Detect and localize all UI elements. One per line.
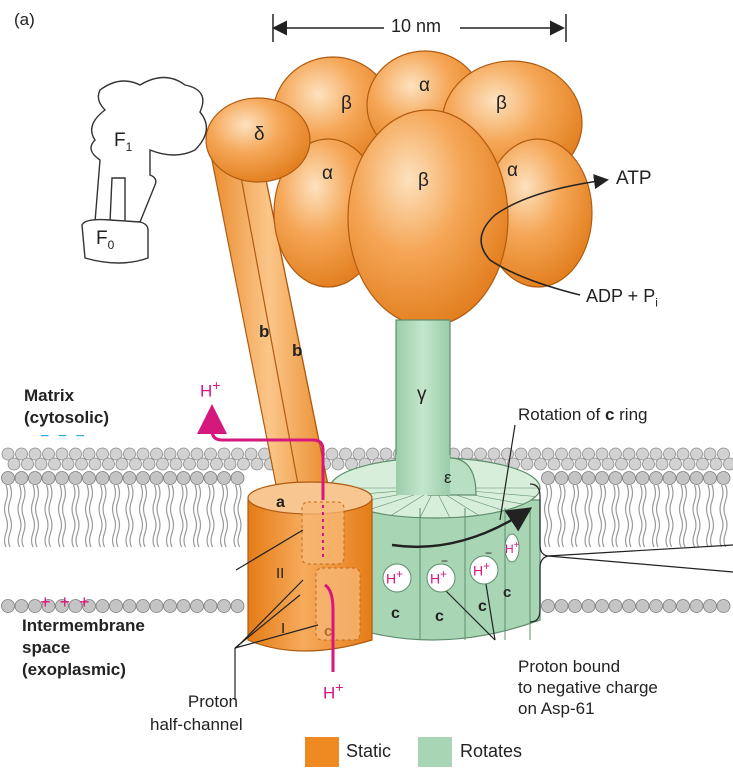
- alpha-label-back: α: [419, 75, 430, 96]
- c-label-4: c: [503, 584, 512, 601]
- b-label-2: b: [292, 341, 303, 360]
- legend-swatch-rotates: [418, 737, 452, 767]
- matrix-charge: − − −: [40, 428, 87, 445]
- c-label-1: c: [391, 605, 400, 622]
- f1-head: [205, 50, 593, 327]
- beta-label-front: β: [418, 170, 429, 191]
- alpha-label-right: α: [507, 160, 518, 181]
- ims-charge: + + +: [40, 592, 92, 612]
- panel-label: (a): [14, 10, 35, 29]
- proton-exit-label: H+: [200, 378, 221, 401]
- atp-synthesis-arrow: [480, 174, 609, 296]
- adp-label: ADP + Pi: [586, 286, 658, 310]
- delta-subunit: [205, 97, 311, 183]
- rotation-label: Rotation of c ring: [518, 405, 648, 424]
- delta-label: δ: [254, 124, 265, 145]
- a-label: a: [276, 494, 285, 511]
- beta-subunit-front: [347, 109, 509, 327]
- proton-in-c-1: H+: [386, 568, 403, 587]
- inset-f1-label: F1: [114, 130, 133, 154]
- b-label-1: b: [259, 322, 270, 341]
- proton-pathway: [197, 404, 335, 672]
- channel-one-label: I: [281, 620, 286, 637]
- proton-in-c-4: H+: [505, 540, 520, 556]
- epsilon-label: ε: [444, 468, 452, 487]
- ims-label: Intermembrane space (exoplasmic): [22, 616, 145, 679]
- atp-label: ATP: [616, 168, 652, 189]
- proton-entry-label: H+: [323, 680, 344, 703]
- c-label-2: c: [435, 608, 444, 625]
- proton-in-c-3: H+: [473, 560, 490, 579]
- matrix-label: Matrix (cytosolic): [24, 386, 110, 427]
- scale-bar: [272, 14, 567, 42]
- proton-bubbles: [382, 533, 520, 593]
- legend-label-static: Static: [346, 741, 392, 761]
- proton-bound-label: Proton bound to negative charge on Asp-61: [518, 657, 658, 718]
- a-subunit: [247, 481, 373, 652]
- proton-in-c-2: H+: [430, 568, 447, 587]
- f1-f0-inset: [81, 76, 208, 264]
- channel-two-label: II: [276, 565, 285, 582]
- half-channel-label: Proton half-channel: [150, 692, 243, 734]
- leader-lines: [234, 424, 733, 700]
- c-label-3: c: [478, 598, 487, 615]
- c-ring: [329, 455, 541, 641]
- legend-swatch-static: [305, 737, 339, 767]
- negative-charge-3: −: [485, 546, 493, 560]
- inset-f0-label: F0: [96, 228, 115, 252]
- rotation-arrow: [391, 507, 533, 549]
- c-label-inner: c: [324, 623, 333, 640]
- alpha-label-left: α: [322, 163, 333, 184]
- negative-charge-2: −: [441, 554, 449, 568]
- beta-label-back-left: β: [341, 93, 352, 114]
- beta-label-back-right: β: [496, 93, 507, 114]
- gamma-label: γ: [417, 384, 427, 405]
- legend-label-rotates: Rotates: [460, 741, 523, 761]
- scale-label: 10 nm: [391, 16, 442, 36]
